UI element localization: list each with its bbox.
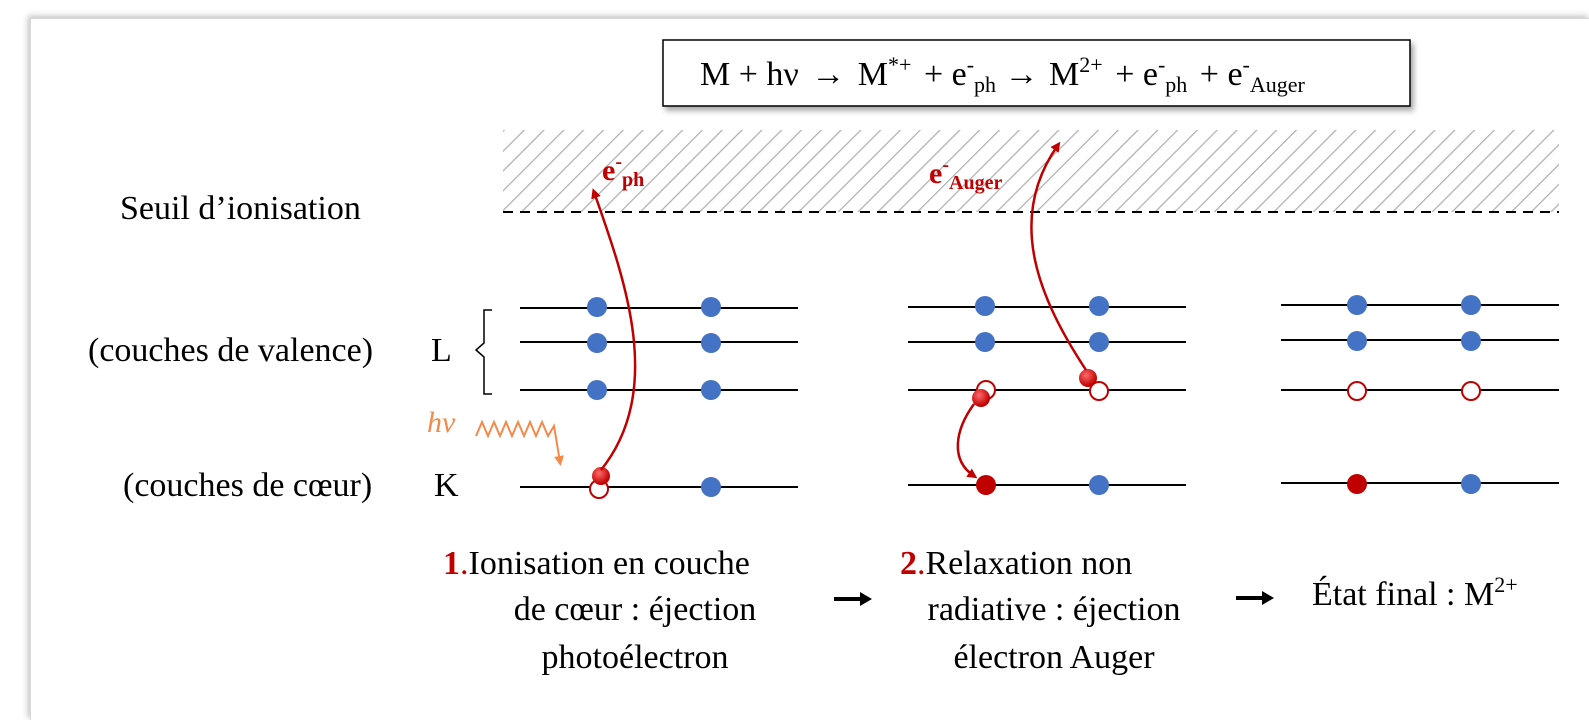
threshold-label: Seuil d’ionisation (120, 190, 361, 227)
equation-text: M + hν → M*+ + e-ph → M2+ + e-ph + e-Aug… (700, 43, 1306, 100)
electron (701, 380, 721, 400)
photon-wave (475, 419, 564, 466)
final-state: État final : M2+ (1312, 572, 1518, 613)
step-2-line-3: électron Auger (953, 639, 1155, 676)
electron (701, 297, 721, 317)
panel-2: e-Auger (908, 141, 1186, 495)
step-2-line-2: radiative : éjection (928, 591, 1181, 628)
electron (975, 296, 995, 316)
core-label: (couches de cœur) (123, 467, 372, 504)
electron (1461, 331, 1481, 351)
electron (701, 477, 721, 497)
step-1-line-3: photoélectron (542, 639, 729, 676)
equation-box: M + hν → M*+ + e-ph → M2+ + e-ph + e-Aug… (662, 39, 1411, 107)
electron (587, 333, 607, 353)
core-electron (1347, 474, 1367, 494)
step-arrow (834, 592, 872, 606)
ejected-electron (592, 467, 610, 485)
core-letter: K (434, 467, 459, 504)
relaxation-arrow (956, 403, 978, 479)
continuum-hatch (503, 130, 1559, 212)
panel-1: e-ph (520, 151, 798, 499)
electron (1461, 295, 1481, 315)
filled-core-electron (976, 475, 996, 495)
photoelectron-arrow (591, 188, 637, 471)
electron (1347, 331, 1367, 351)
photon-label: hν (427, 406, 456, 439)
photoelectron-label: e-ph (602, 151, 644, 191)
step-1-line-2: de cœur : éjection (514, 591, 757, 628)
electron (1461, 474, 1481, 494)
valence-label: (couches de valence) (88, 332, 373, 369)
step-2-line-1: 2.Relaxation non (900, 545, 1132, 582)
auger-label: e-Auger (929, 154, 1002, 194)
electron (1089, 475, 1109, 495)
auger-electron (1079, 369, 1097, 387)
valence-brace (474, 309, 492, 395)
step-arrow (1236, 591, 1274, 605)
electron (701, 333, 721, 353)
electron (1347, 295, 1367, 315)
valence-hole (1089, 381, 1109, 401)
valence-hole (1461, 381, 1481, 401)
electron (587, 380, 607, 400)
panel-3 (1281, 295, 1559, 494)
electron (1089, 296, 1109, 316)
valence-letter: L (431, 332, 452, 369)
auger-arrow (1030, 141, 1088, 371)
valence-hole (1347, 381, 1367, 401)
step-1-line-1: 1.Ionisation en couche (443, 545, 750, 582)
electron (1089, 332, 1109, 352)
relaxing-electron (972, 389, 990, 407)
electron (975, 332, 995, 352)
electron (587, 297, 607, 317)
